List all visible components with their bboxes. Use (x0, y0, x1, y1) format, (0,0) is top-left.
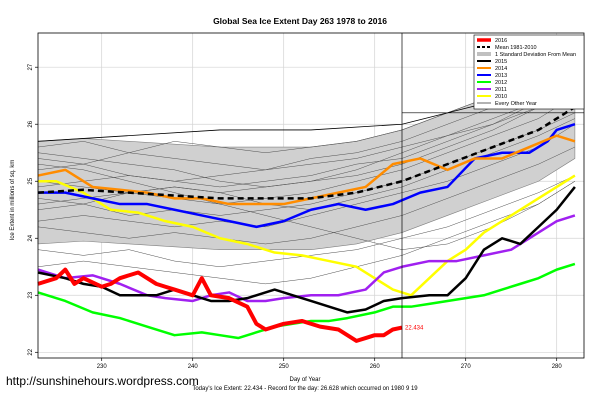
chart-title: Global Sea Ice Extent Day 263 1978 to 20… (213, 16, 387, 26)
background-year-line (37, 124, 576, 228)
series-line-2012 (37, 262, 576, 340)
y-tick-label: 24 (28, 234, 34, 241)
series-line-mean-1981-2010 (37, 106, 576, 200)
y-tick-label: 27 (28, 63, 34, 70)
x-tick-label: 280 (552, 364, 563, 370)
y-axis-label: Ice Extent in millions of sq. km (10, 160, 16, 241)
legend-label: 1 Standard Deviation From Mean (495, 52, 576, 58)
current-value-label: 22.434 (405, 326, 424, 332)
y-tick-label: 25 (28, 177, 34, 184)
y-tick-label: 23 (28, 291, 34, 298)
x-tick-label: 260 (370, 364, 381, 370)
legend-label: 2015 (495, 59, 507, 65)
legend-label: 2014 (495, 66, 507, 72)
legend-label: 2013 (495, 73, 507, 79)
legend-label: Mean 1981-2010 (495, 45, 537, 51)
series-line-2016 (37, 267, 403, 343)
y-tick-label: 26 (28, 120, 34, 127)
x-tick-label: 240 (188, 364, 199, 370)
legend-label: Every Other Year (495, 101, 537, 107)
footer-url[interactable]: http://sunshinehours.wordpress.com (6, 374, 199, 388)
legend-label: 2016 (495, 38, 507, 44)
background-year-line (37, 146, 576, 245)
y-tick-label: 22 (28, 348, 34, 355)
x-tick-label: 230 (97, 364, 108, 370)
x-tick-label: 250 (279, 364, 290, 370)
chart-caption: Today's Ice Extent: 22.434 - Record for … (192, 386, 418, 392)
legend-box (473, 34, 585, 110)
std-deviation-band (37, 55, 576, 250)
legend-label: 2010 (495, 94, 507, 100)
x-tick-label: 270 (461, 364, 472, 370)
series-line-2010 (38, 174, 576, 297)
plot-frame (37, 32, 585, 359)
background-year-line (37, 175, 576, 268)
x-axis-label: Day of Year (289, 377, 320, 383)
legend-label: 2012 (495, 80, 507, 86)
series-line-2015 (37, 186, 576, 314)
legend-label: 2011 (495, 87, 507, 93)
background-year-line (37, 181, 576, 285)
